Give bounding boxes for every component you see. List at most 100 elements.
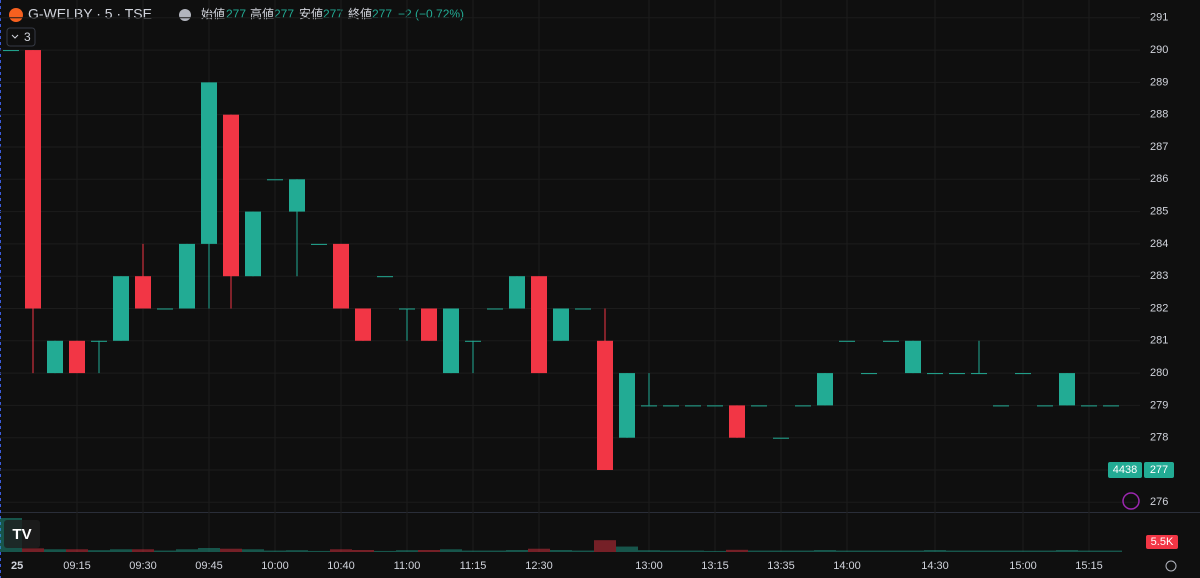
y-tick-label: 285 bbox=[1150, 205, 1168, 217]
volume-bar bbox=[242, 549, 264, 552]
label: 安値 bbox=[299, 6, 323, 21]
value: 277 bbox=[372, 7, 392, 21]
logo[interactable] bbox=[4, 520, 40, 548]
volume-bar bbox=[440, 549, 462, 552]
candle-body bbox=[619, 373, 635, 438]
volume-bar bbox=[726, 549, 748, 552]
volume-bar bbox=[154, 550, 176, 552]
x-tick-label: 15:15 bbox=[1075, 560, 1103, 572]
volume-bar bbox=[550, 550, 572, 552]
candle-body bbox=[179, 243, 195, 309]
candle-body bbox=[69, 340, 85, 374]
volume-bar bbox=[198, 548, 220, 552]
status-icon bbox=[179, 9, 191, 21]
candle-body bbox=[707, 405, 723, 407]
y-tick-label: 278 bbox=[1150, 432, 1168, 444]
price-tag-label: 277 bbox=[1150, 464, 1168, 476]
x-tick-label: 09:45 bbox=[195, 560, 223, 572]
volume-bar bbox=[132, 549, 154, 552]
plot: 276 277 278 279 280 281 282 283 284 285 286 287 288 2… bbox=[0, 0, 1168, 572]
candle-body bbox=[993, 405, 1009, 407]
x-tick-label: 13:35 bbox=[767, 560, 795, 572]
candle-body bbox=[377, 276, 393, 278]
countdown: 4438 bbox=[1113, 464, 1137, 476]
x-tick-label: 13:15 bbox=[701, 560, 729, 572]
candle-body bbox=[91, 340, 107, 342]
volume-bar bbox=[880, 550, 902, 552]
settings-icon[interactable] bbox=[1165, 560, 1177, 572]
volume-bar bbox=[968, 550, 990, 552]
symbol[interactable]: G‑WELBY · 5 · TSE bbox=[28, 6, 152, 22]
volume-tag-label: 5.5K bbox=[1151, 536, 1174, 548]
candle-body bbox=[663, 405, 679, 407]
volume-bar bbox=[220, 548, 242, 552]
candle-body bbox=[817, 373, 833, 406]
volume-bar bbox=[902, 550, 924, 552]
volume-bar bbox=[836, 550, 858, 552]
candle-body bbox=[201, 82, 217, 244]
x-tick-label: 09:15 bbox=[63, 560, 91, 572]
candle-body bbox=[113, 276, 129, 341]
candle-body bbox=[25, 50, 41, 309]
volume-bar bbox=[572, 550, 594, 552]
candle-body bbox=[289, 179, 305, 212]
label: 始値 bbox=[201, 6, 225, 21]
x-tick-label: 10:40 bbox=[327, 560, 355, 572]
candle-body bbox=[597, 340, 613, 471]
volume-bar bbox=[418, 550, 440, 552]
volume-bar bbox=[1056, 550, 1078, 552]
logo-mark: TV bbox=[12, 526, 31, 543]
volume-bar bbox=[660, 550, 682, 552]
x-tick-label: 25 bbox=[11, 560, 23, 572]
indicator-toggle[interactable] bbox=[6, 27, 36, 47]
value: 277 bbox=[274, 7, 294, 21]
candle-body bbox=[685, 405, 701, 407]
volume-bar bbox=[66, 549, 88, 552]
y-tick-label: 283 bbox=[1150, 270, 1168, 282]
volume-bar bbox=[110, 549, 132, 552]
candle-body bbox=[949, 373, 965, 375]
alert-icon[interactable] bbox=[1122, 492, 1140, 510]
volume-bar bbox=[396, 550, 418, 552]
x-tick-label: 13:00 bbox=[635, 560, 663, 572]
volume-bar bbox=[594, 540, 616, 552]
y-tick-label: 284 bbox=[1150, 238, 1168, 250]
change: −2 (−0.72%) bbox=[398, 7, 464, 21]
volume-bar bbox=[704, 550, 726, 552]
indicator-count: 3 bbox=[24, 30, 31, 44]
volume-bar bbox=[484, 550, 506, 552]
x-tick-label: 12:30 bbox=[525, 560, 553, 572]
candle-body bbox=[399, 308, 415, 310]
x-tick-label: 14:00 bbox=[833, 560, 861, 572]
volume-bar bbox=[286, 550, 308, 552]
candle-body bbox=[1059, 373, 1075, 406]
label: 終値 bbox=[348, 6, 372, 21]
symbol-icon bbox=[9, 8, 23, 22]
volume-bar bbox=[1034, 550, 1056, 552]
x-tick-label: 14:30 bbox=[921, 560, 949, 572]
candle-body bbox=[839, 340, 855, 342]
x-tick-label: 11:00 bbox=[394, 560, 421, 572]
candle-body bbox=[729, 405, 745, 438]
x-tick-label: 09:30 bbox=[129, 560, 157, 572]
volume-bar bbox=[770, 550, 792, 552]
volume-bar bbox=[352, 550, 374, 552]
candle-body bbox=[443, 308, 459, 374]
candle-body bbox=[575, 308, 591, 310]
candle-body bbox=[1081, 405, 1097, 407]
volume-bar bbox=[990, 550, 1012, 552]
volume-bar bbox=[682, 550, 704, 552]
candle-body bbox=[751, 405, 767, 407]
candle-body bbox=[355, 308, 371, 341]
candle-body bbox=[487, 308, 503, 310]
candle-body bbox=[245, 211, 261, 277]
volume-bar bbox=[374, 550, 396, 552]
candle-body bbox=[421, 308, 437, 341]
volume-bar bbox=[462, 550, 484, 552]
candle-body bbox=[861, 373, 877, 375]
candle-body bbox=[223, 114, 239, 277]
candle-body bbox=[311, 243, 327, 245]
y-tick-label: 290 bbox=[1150, 44, 1168, 56]
volume-bar bbox=[924, 550, 946, 552]
